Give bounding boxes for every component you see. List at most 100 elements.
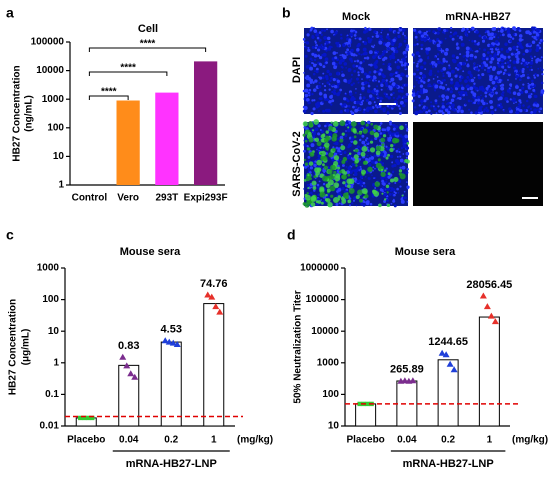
infection [353, 140, 358, 145]
nucleus [471, 75, 473, 77]
nucleus [420, 91, 424, 95]
nucleus [361, 185, 364, 187]
nucleus [450, 98, 455, 103]
nucleus [489, 65, 493, 69]
nucleus [494, 27, 497, 29]
infection [356, 132, 359, 135]
nucleus [315, 67, 319, 71]
nucleus [337, 137, 341, 141]
nucleus [475, 67, 479, 72]
nucleus [442, 59, 446, 63]
nucleus [392, 91, 395, 95]
nucleus [524, 49, 529, 53]
nucleus [447, 110, 451, 115]
nucleus [442, 72, 445, 75]
nucleus [529, 107, 533, 111]
infection [327, 168, 333, 175]
nucleus [404, 134, 408, 139]
nucleus [418, 109, 422, 114]
nucleus [345, 160, 348, 163]
nucleus [389, 80, 392, 83]
nucleus [539, 93, 543, 97]
nucleus [388, 120, 392, 124]
nucleus [309, 191, 313, 195]
x-tick-label: Placebo [67, 435, 105, 446]
nucleus [312, 27, 316, 30]
nucleus [495, 76, 499, 80]
nucleus [324, 57, 329, 62]
nucleus [347, 104, 351, 108]
group-label: mRNA-HB27-LNP [126, 458, 217, 470]
significance-bracket [88, 71, 168, 76]
nucleus [488, 36, 491, 40]
nucleus [511, 37, 515, 40]
nucleus [441, 102, 445, 106]
nucleus [433, 42, 436, 45]
nucleus [391, 192, 394, 195]
infection [383, 198, 387, 201]
nucleus [536, 74, 540, 77]
nucleus [451, 94, 456, 98]
nucleus [383, 107, 387, 111]
nucleus [336, 79, 341, 83]
nucleus [395, 128, 397, 131]
infection [337, 195, 341, 199]
nucleus [427, 47, 431, 51]
nucleus [361, 134, 365, 138]
infection [330, 164, 336, 171]
nucleus [381, 179, 385, 183]
nucleus [464, 103, 467, 105]
nucleus [342, 74, 345, 77]
nucleus [405, 151, 410, 156]
nucleus [338, 61, 343, 65]
nucleus [345, 165, 348, 168]
nucleus [405, 181, 408, 184]
nucleus [541, 72, 544, 76]
nucleus [496, 53, 500, 56]
infection [306, 192, 309, 195]
nucleus [385, 180, 388, 184]
nucleus [374, 187, 377, 190]
nucleus [321, 53, 324, 57]
nucleus [354, 37, 357, 40]
nucleus [466, 63, 470, 66]
nucleus [444, 108, 449, 112]
infection [394, 138, 400, 143]
nucleus [474, 55, 478, 59]
nucleus [456, 68, 460, 71]
nucleus [395, 71, 398, 75]
infection [348, 187, 355, 194]
nucleus [310, 79, 313, 82]
nucleus [432, 39, 435, 42]
nucleus [367, 84, 371, 88]
nucleus [382, 182, 386, 186]
nucleus [314, 160, 317, 163]
nucleus [502, 67, 505, 69]
nucleus [360, 53, 363, 56]
nucleus [309, 28, 313, 32]
nucleus [386, 33, 389, 36]
nucleus [304, 93, 309, 98]
nucleus [527, 73, 529, 76]
nucleus [518, 42, 522, 46]
y-tick-label: 1000 [37, 263, 60, 274]
nucleus [381, 186, 385, 190]
nucleus [357, 166, 361, 170]
infection [353, 154, 359, 160]
nucleus [368, 70, 372, 74]
nucleus [516, 57, 520, 61]
nucleus [400, 63, 404, 67]
nucleus [318, 180, 321, 183]
nucleus [376, 85, 379, 88]
nucleus [329, 79, 332, 82]
infection [353, 149, 356, 152]
nucleus [345, 67, 347, 69]
nucleus [397, 58, 400, 62]
y-tick-label: 100000 [306, 294, 340, 305]
nucleus [390, 202, 393, 205]
nucleus [459, 53, 462, 56]
nucleus [336, 82, 341, 86]
nucleus [504, 96, 509, 101]
nucleus [381, 78, 386, 83]
nucleus [436, 53, 440, 56]
